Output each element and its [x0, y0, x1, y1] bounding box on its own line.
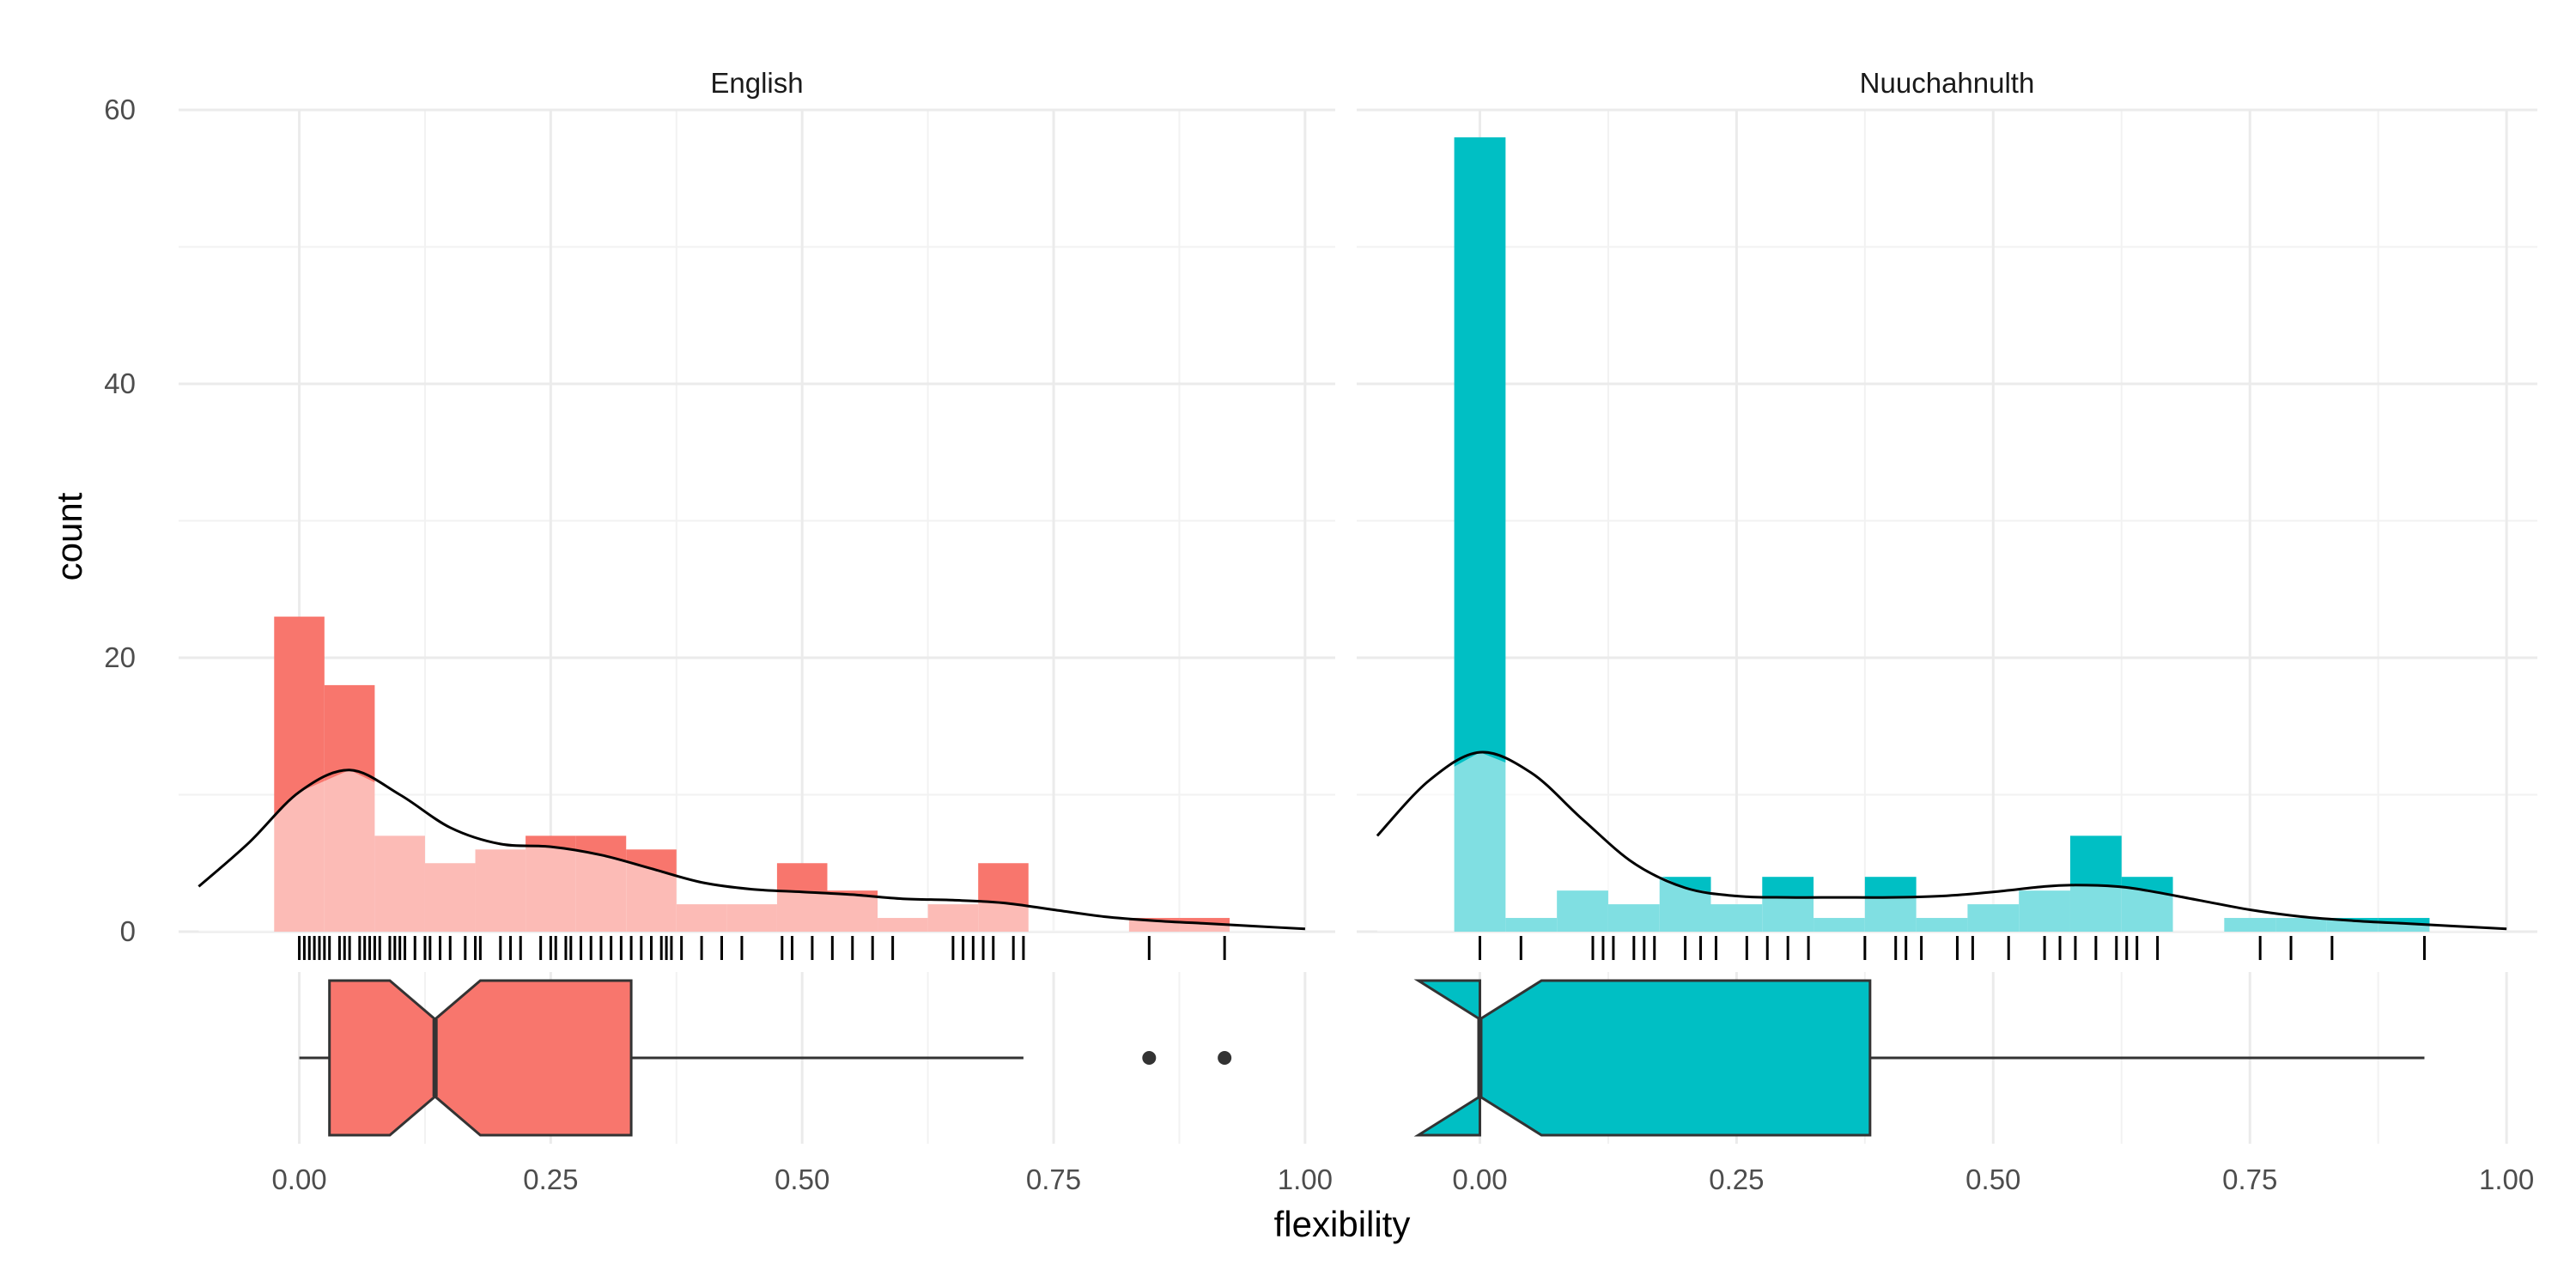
- facet-title: English: [710, 67, 803, 99]
- x-tick-label: 0.00: [1452, 1163, 1507, 1195]
- facet-nuuchahnulth: Nuuchahnulth 0.00 0.25 0.50 0.75 1.00: [1357, 67, 2537, 1195]
- x-tick-label: 0.50: [775, 1163, 829, 1195]
- x-tick-label: 1.00: [1278, 1163, 1333, 1195]
- y-tick-label: 20: [104, 641, 136, 673]
- boxplot-outlier: [1142, 1051, 1157, 1065]
- density-curve: [197, 769, 1305, 931]
- facet-title: Nuuchahnulth: [1860, 67, 2035, 99]
- x-tick-label: 0.75: [1026, 1163, 1081, 1195]
- density-area: [198, 769, 1305, 932]
- x-tick-label: 0.25: [523, 1163, 578, 1195]
- density-area: [1376, 752, 2507, 932]
- y-axis-title: count: [49, 492, 89, 580]
- x-tick-label: 0.00: [271, 1163, 326, 1195]
- y-tick-label: 0: [120, 915, 136, 947]
- x-tick-label: 0.75: [2222, 1163, 2277, 1195]
- y-tick-label: 40: [104, 368, 136, 399]
- y-tick-label: 60: [104, 94, 136, 125]
- chart-panels: English 0.00 0.25 0.50 0.75 1.00 Nuuchahnulth 0…: [104, 67, 2537, 1195]
- boxplot-box: [328, 979, 633, 1137]
- x-tick-label: 1.00: [2479, 1163, 2534, 1195]
- boxplot-box: [1413, 979, 1872, 1137]
- x-axis-title: flexibility: [1274, 1204, 1411, 1244]
- x-tick-label: 0.50: [1965, 1163, 2020, 1195]
- x-tick-label: 0.25: [1709, 1163, 1764, 1195]
- facet-english: English 0.00 0.25 0.50 0.75 1.00: [179, 67, 1335, 1195]
- density-curve: [1376, 750, 2507, 931]
- boxplot-outlier: [1218, 1051, 1232, 1065]
